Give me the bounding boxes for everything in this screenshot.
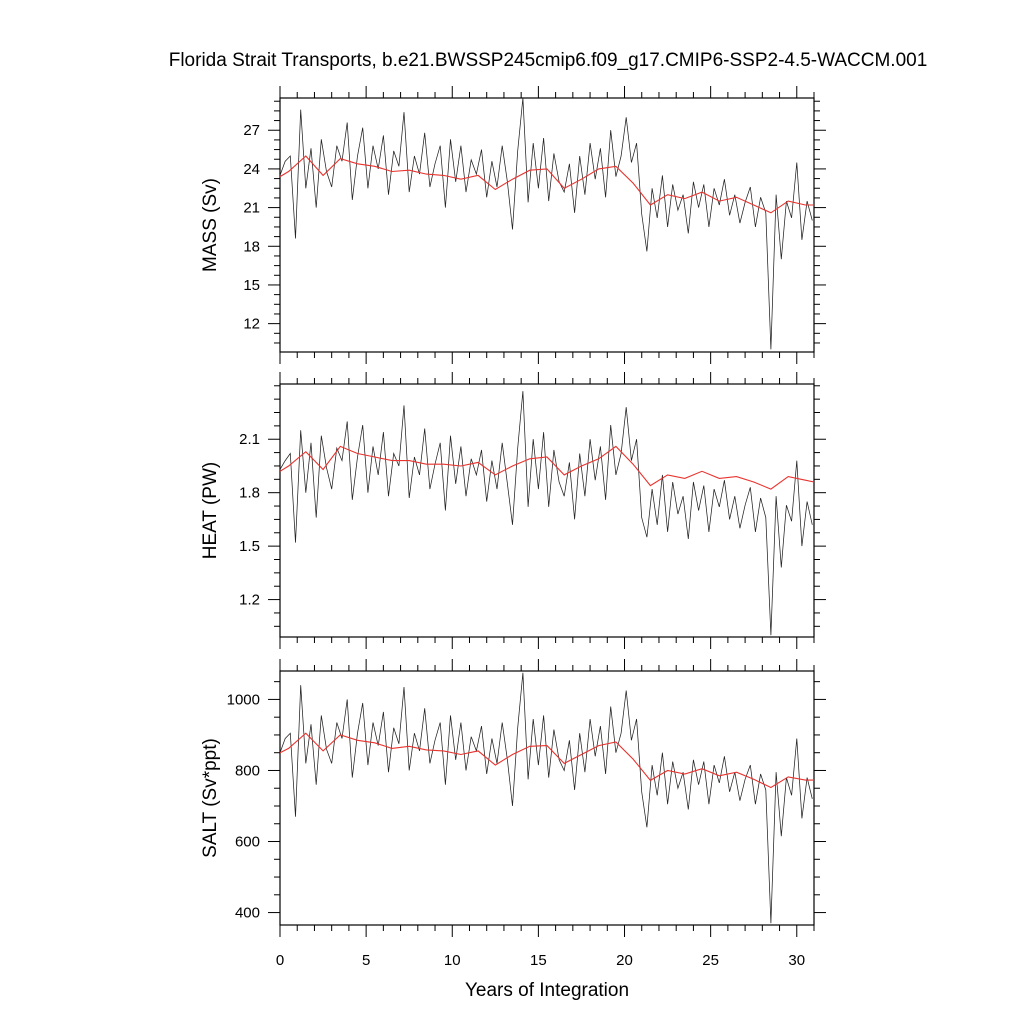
- panel-3: 400 600 800 1000 0 5 10 15 20 25 30 SALT (Sv*ppt): [200, 659, 826, 969]
- panel-2: 1.2 1.5 1.8 2.1 HEAT (PW): [200, 372, 826, 649]
- y-tick-label: 600: [235, 834, 260, 851]
- y-tick-label: 18: [243, 238, 260, 255]
- x-tick-label: 0: [276, 952, 284, 969]
- panel-frame: [279, 97, 815, 353]
- y-tick-label: 1.5: [239, 538, 260, 555]
- y-tick-label: 15: [243, 277, 260, 294]
- annual-mean-line: [279, 155, 814, 214]
- annual-mean-line: [279, 732, 814, 789]
- y-tick-label: 1.2: [239, 592, 260, 609]
- x-tick-label: 30: [788, 952, 805, 969]
- y-tick-label: 27: [243, 122, 260, 139]
- y-tick-label: 400: [235, 905, 260, 922]
- panel-frame: [279, 383, 815, 638]
- x-tick-label: 10: [444, 952, 461, 969]
- monthly-series-line: [279, 672, 813, 924]
- panels-group: 12 15 18 21 24 27 MASS (Sv) 1.2 1.5 1.8 2.1 HEAT (P…: [200, 86, 826, 969]
- x-tick-label: 25: [702, 952, 719, 969]
- x-tick-label: 20: [616, 952, 633, 969]
- monthly-series-line: [279, 97, 813, 350]
- y-tick-label: 1.8: [239, 485, 260, 502]
- y-tick-label: 21: [243, 200, 260, 217]
- y-tick-label: 2.1: [239, 431, 260, 448]
- chart-title: Florida Strait Transports, b.e21.BWSSP24…: [169, 50, 928, 71]
- monthly-series-line: [279, 391, 813, 636]
- y-tick-label: 800: [235, 762, 260, 779]
- y-axis-label: SALT (Sv*ppt): [200, 738, 221, 858]
- y-axis-label: MASS (Sv): [200, 178, 221, 272]
- y-tick-label: 1000: [227, 691, 260, 708]
- y-tick-label: 12: [243, 316, 260, 333]
- x-tick-label: 15: [530, 952, 547, 969]
- panel-frame: [279, 670, 815, 926]
- y-axis-label: HEAT (PW): [200, 462, 221, 559]
- annual-mean-line: [279, 445, 815, 490]
- x-tick-label: 5: [362, 952, 370, 969]
- x-axis-label: Years of Integration: [465, 980, 629, 1001]
- y-tick-label: 24: [243, 161, 260, 178]
- panel-1: 12 15 18 21 24 27 MASS (Sv): [200, 86, 826, 364]
